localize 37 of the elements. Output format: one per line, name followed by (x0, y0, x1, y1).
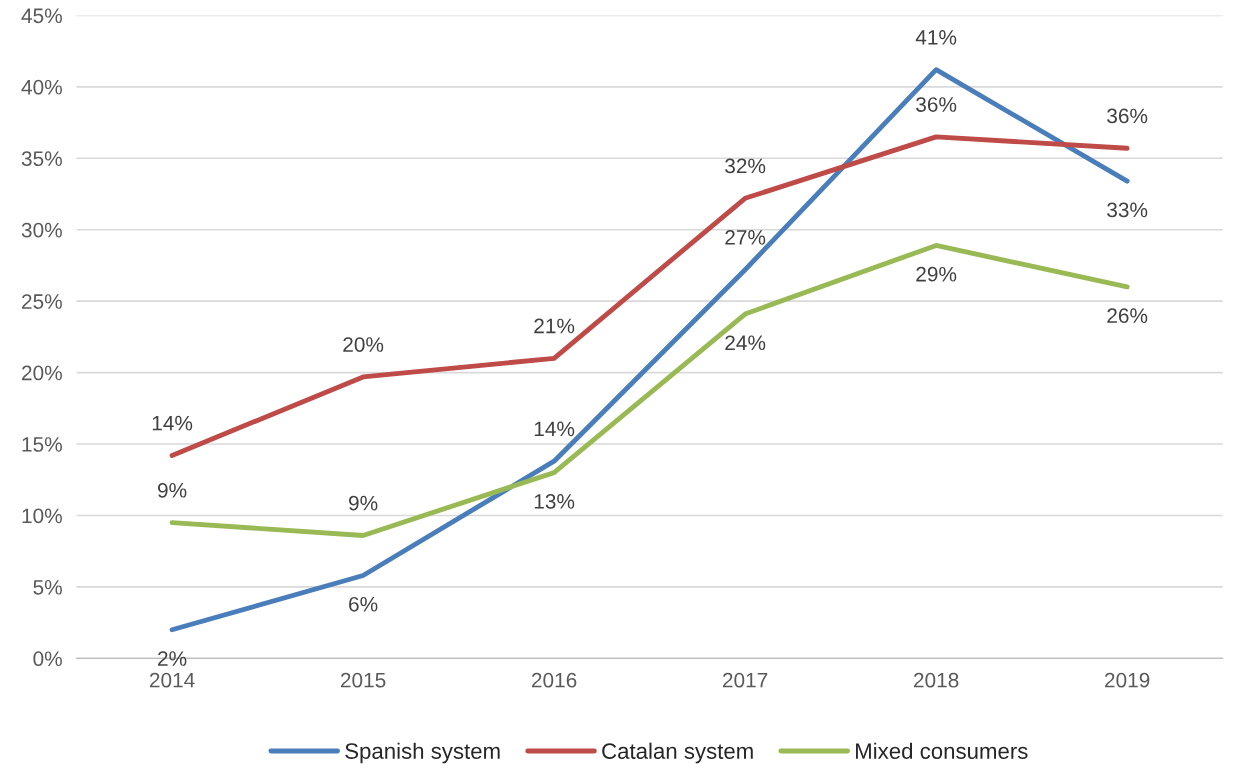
y-tick-label: 25% (22, 294, 62, 309)
y-tick-label: 10% (22, 508, 62, 524)
x-tick-label: 2019 (1105, 672, 1150, 688)
data-label: 9% (349, 495, 378, 511)
x-tick-label: 2017 (722, 672, 768, 688)
data-label: 33% (1107, 202, 1148, 218)
legend-label: Spanish system (345, 742, 500, 764)
x-tick-label: 2015 (340, 672, 386, 688)
x-tick-label: 2018 (914, 672, 959, 688)
legend-label: Mixed consumers (856, 742, 1028, 759)
data-label: 13% (534, 494, 575, 509)
data-label: 36% (916, 97, 957, 112)
y-tick-label: 30% (21, 222, 62, 238)
y-tick-label: 0% (33, 651, 62, 667)
data-label: 2% (158, 651, 187, 666)
data-label: 32% (725, 158, 766, 174)
y-tick-label: 45% (21, 8, 62, 24)
y-tick-label: 5% (33, 580, 62, 595)
legend-label: Catalan system (602, 742, 753, 764)
x-tick-label: 2016 (531, 672, 577, 688)
data-label: 24% (725, 335, 766, 351)
x-tick-label: 2014 (149, 672, 195, 688)
data-label: 6% (349, 596, 378, 612)
data-label: 14% (152, 415, 193, 431)
data-label: 29% (916, 266, 957, 282)
data-label: 41% (915, 30, 957, 45)
data-label: 26% (1107, 308, 1148, 324)
data-label: 36% (1107, 108, 1148, 124)
data-label: 27% (725, 230, 766, 245)
data-label: 21% (534, 318, 575, 334)
data-label: 14% (534, 421, 575, 437)
data-label: 9% (158, 482, 187, 498)
data-label: 20% (343, 337, 384, 352)
y-tick-label: 15% (22, 437, 62, 452)
y-tick-label: 20% (22, 365, 62, 381)
y-tick-label: 40% (21, 79, 62, 95)
y-tick-label: 35% (21, 151, 62, 167)
